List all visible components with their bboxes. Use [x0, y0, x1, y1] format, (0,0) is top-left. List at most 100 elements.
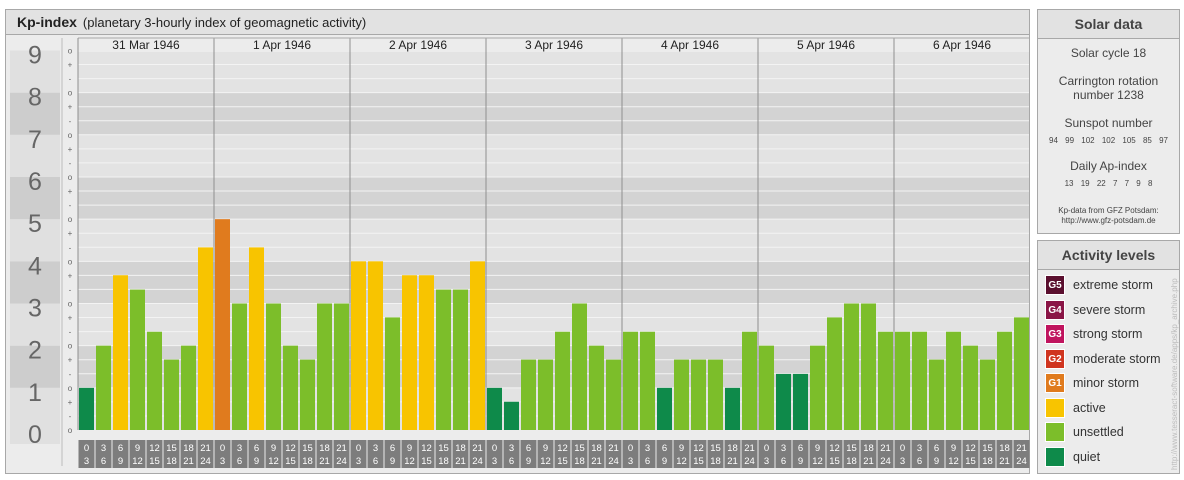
- interval-start-label: 9: [543, 443, 548, 454]
- interval-end-label: 6: [781, 456, 786, 467]
- interval-start-label: 6: [798, 443, 803, 454]
- minor-tick-label: -: [69, 370, 72, 379]
- kp-band-3: [78, 261, 1029, 304]
- activity-level-swatch: G2: [1045, 348, 1065, 369]
- minor-tick-label: o: [68, 215, 73, 224]
- interval-end-label: 3: [84, 456, 89, 467]
- activity-levels-panel: Activity levels G5 extreme storm G4 severe …: [1037, 240, 1180, 474]
- interval-end-label: 6: [101, 456, 106, 467]
- interval-start-label: 15: [574, 443, 585, 454]
- watermark-url: http://www.tesseract-software.de/apps/kp…: [1170, 278, 1179, 470]
- interval-label-box: [758, 440, 775, 468]
- interval-end-label: 21: [183, 456, 194, 467]
- activity-levels-title: Activity levels: [1038, 241, 1179, 270]
- y-tick-label: 4: [28, 252, 42, 280]
- interval-end-label: 18: [574, 456, 585, 467]
- y-tick-label: 3: [28, 294, 42, 322]
- interval-label-box: [639, 440, 656, 468]
- interval-start-label: 0: [764, 443, 769, 454]
- minor-tick-label: o: [68, 173, 73, 182]
- day-label: 6 Apr 1946: [933, 38, 991, 52]
- minor-tick-label: +: [68, 229, 73, 238]
- interval-label-box: [843, 440, 860, 468]
- interval-label-box: [826, 440, 843, 468]
- interval-start-label: 6: [254, 443, 259, 454]
- kp-bar: [232, 303, 247, 430]
- kp-band-4: [78, 219, 1029, 262]
- day-label: 2 Apr 1946: [389, 38, 447, 52]
- chart-title: Kp-index: [17, 14, 77, 30]
- kp-bar: [793, 373, 808, 430]
- y-label-band-1: [10, 345, 60, 388]
- chart-title-bar: Kp-index (planetary 3-hourly index of geo…: [6, 10, 1029, 35]
- interval-end-label: 24: [1016, 456, 1027, 467]
- carrington-line1: Carrington rotation: [1058, 74, 1159, 88]
- minor-tick-label: +: [68, 145, 73, 154]
- kp-bar: [164, 359, 179, 430]
- interval-start-label: 18: [319, 443, 330, 454]
- kp-bar: [470, 261, 485, 430]
- kp-bar: [691, 359, 706, 430]
- kp-bar: [963, 345, 978, 430]
- activity-level-label: quiet: [1073, 449, 1101, 464]
- interval-label-box: [571, 440, 588, 468]
- interval-start-label: 15: [166, 443, 177, 454]
- interval-start-label: 18: [183, 443, 194, 454]
- carrington-line2: number 1238: [1073, 88, 1144, 102]
- kp-bar: [844, 303, 859, 430]
- minor-tick-label: -: [69, 201, 72, 210]
- data-source-link[interactable]: http://www.gfz-potsdam.de: [1061, 216, 1156, 225]
- y-label-band-3: [10, 261, 60, 304]
- interval-label-box: [673, 440, 690, 468]
- kp-bar: [266, 303, 281, 430]
- interval-start-label: 0: [356, 443, 361, 454]
- interval-end-label: 15: [829, 456, 840, 467]
- interval-start-label: 3: [781, 443, 786, 454]
- interval-label-box: [418, 440, 435, 468]
- interval-start-label: 15: [846, 443, 857, 454]
- y-label-band-6: [10, 134, 60, 177]
- interval-label-box: [979, 440, 996, 468]
- interval-end-label: 3: [764, 456, 769, 467]
- kp-bar: [300, 359, 315, 430]
- interval-end-label: 15: [421, 456, 432, 467]
- interval-end-label: 24: [472, 456, 483, 467]
- interval-start-label: 6: [934, 443, 939, 454]
- interval-end-label: 18: [438, 456, 449, 467]
- interval-label-box: [452, 440, 469, 468]
- interval-label-box: [1013, 440, 1030, 468]
- minor-tick-label: -: [69, 412, 72, 421]
- interval-start-label: 18: [727, 443, 738, 454]
- y-tick-label: 8: [28, 84, 42, 112]
- y-label-band-7: [10, 92, 60, 135]
- interval-end-label: 9: [662, 456, 667, 467]
- minor-tick-label: +: [68, 356, 73, 365]
- kp-bar: [674, 359, 689, 430]
- kp-band-5: [78, 176, 1029, 220]
- ap-values: 13 19 22 7 7 9 8: [1064, 179, 1153, 188]
- interval-start-label: 12: [829, 443, 840, 454]
- interval-start-label: 9: [951, 443, 956, 454]
- activity-level-swatch: [1045, 422, 1065, 442]
- kp-bar: [334, 303, 349, 430]
- kp-bar: [623, 331, 638, 430]
- kp-bar: [385, 317, 400, 430]
- interval-end-label: 24: [336, 456, 347, 467]
- interval-start-label: 3: [101, 443, 106, 454]
- kp-bar: [317, 303, 332, 430]
- interval-start-label: 12: [965, 443, 976, 454]
- interval-label-box: [146, 440, 163, 468]
- y-tick-label: 7: [28, 126, 42, 154]
- interval-start-label: 12: [557, 443, 568, 454]
- kp-bar: [147, 331, 162, 430]
- interval-start-label: 6: [390, 443, 395, 454]
- interval-label-box: [384, 440, 401, 468]
- kp-bar: [776, 373, 791, 430]
- interval-start-label: 3: [917, 443, 922, 454]
- activity-level-label: minor storm: [1073, 376, 1139, 390]
- interval-end-label: 12: [540, 456, 551, 467]
- interval-end-label: 18: [302, 456, 313, 467]
- minor-tick-label: +: [68, 187, 73, 196]
- activity-level-swatch: G5: [1045, 275, 1065, 295]
- minor-tick-label: o: [68, 131, 73, 140]
